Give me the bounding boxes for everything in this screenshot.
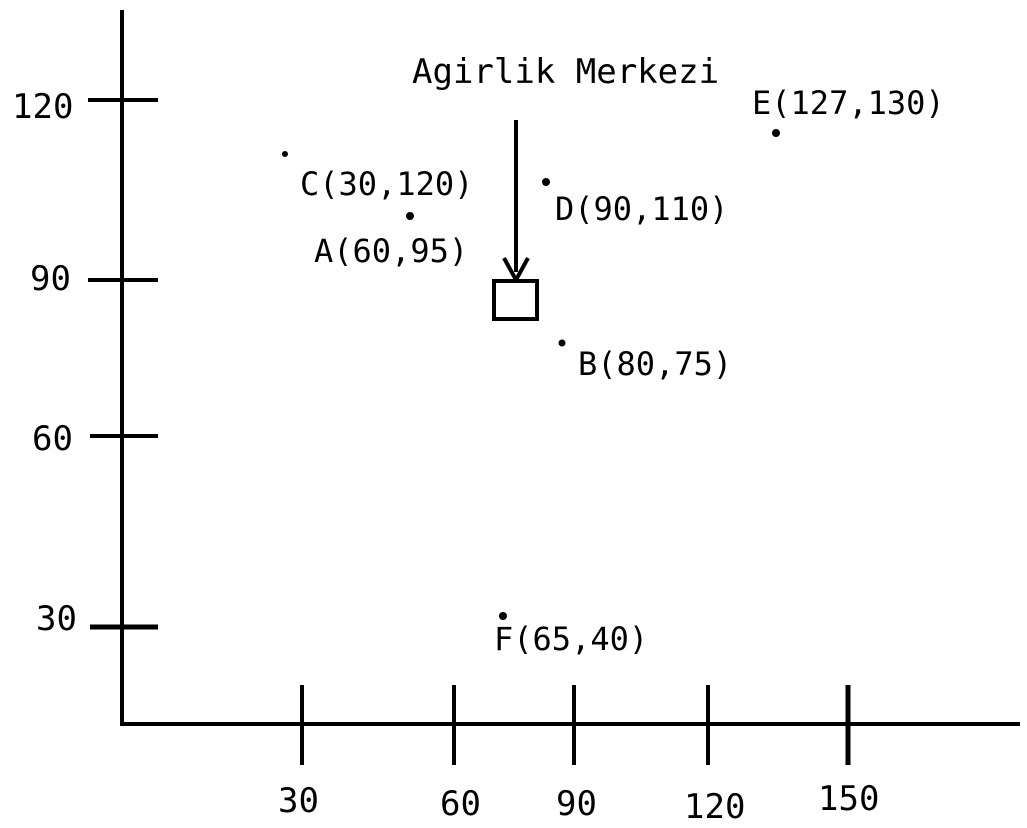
point-c-dot	[282, 151, 288, 157]
centroid-title: Agirlik Merkezi	[412, 52, 719, 92]
y-tick-label-120: 120	[12, 87, 73, 127]
x-tick-label-30: 30	[278, 781, 319, 821]
point-f-label: F(65,40)	[494, 620, 648, 658]
point-c-label: C(30,120)	[300, 165, 473, 203]
point-e-dot	[772, 129, 780, 137]
x-tick-label-150: 150	[818, 779, 879, 819]
point-a-label: A(60,95)	[314, 232, 468, 270]
x-tick-label-90: 90	[556, 784, 597, 824]
centroid-square	[492, 279, 539, 321]
point-b-label: B(80,75)	[578, 345, 732, 383]
y-tick-label-60: 60	[32, 419, 73, 459]
x-tick-label-60: 60	[440, 784, 481, 824]
y-tick-label-90: 90	[30, 259, 71, 299]
y-tick-label-30: 30	[36, 599, 77, 639]
point-a-dot	[406, 212, 414, 220]
point-d-dot	[542, 178, 550, 186]
point-e-label: E(127,130)	[752, 84, 945, 122]
point-b-dot	[558, 339, 566, 347]
point-d-label: D(90,110)	[555, 190, 728, 228]
point-f-dot	[499, 612, 507, 620]
x-tick-label-120: 120	[684, 787, 745, 827]
